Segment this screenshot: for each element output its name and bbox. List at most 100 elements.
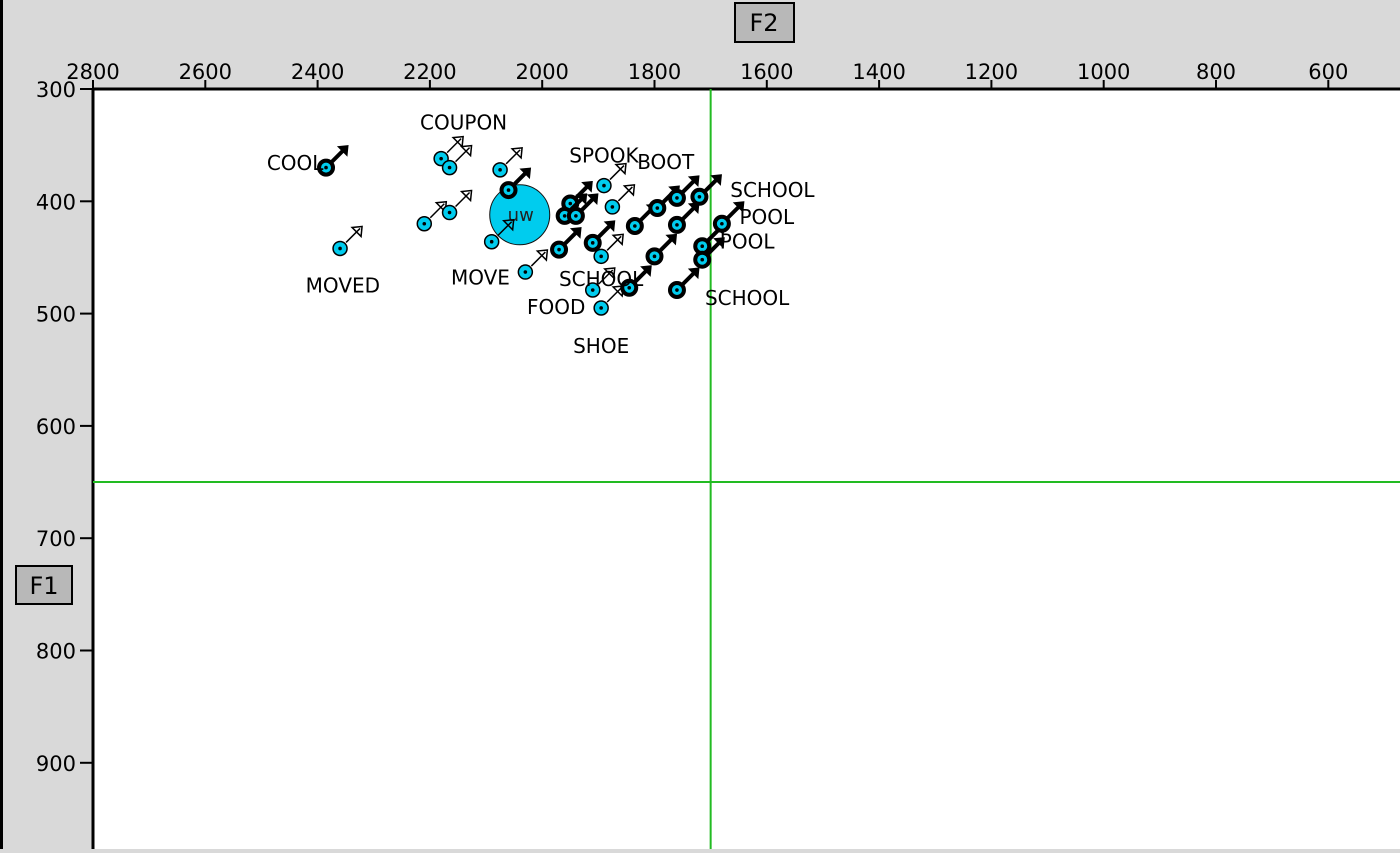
y-tick-label: 600 xyxy=(36,415,76,439)
data-point-group xyxy=(317,135,745,316)
point-vector-line xyxy=(609,165,625,181)
point-vector-line xyxy=(606,287,622,303)
data-point-center xyxy=(422,221,427,226)
y-tick-label: 400 xyxy=(36,190,76,214)
point-vector-arrowhead xyxy=(581,180,593,193)
data-point-center xyxy=(675,223,679,227)
x-tick-label: 2000 xyxy=(515,60,568,84)
x-tick-label: 1400 xyxy=(852,60,905,84)
point-vector-arrowhead xyxy=(713,237,725,249)
data-point-center xyxy=(562,214,567,218)
annotation-label: POOL xyxy=(720,230,776,254)
x-tick-label: 2800 xyxy=(66,60,119,84)
x-axis-title-box xyxy=(734,2,795,43)
data-point-center xyxy=(700,244,705,249)
data-point-center xyxy=(506,188,511,192)
annotation-label: SCHOOL xyxy=(559,267,644,291)
y-tick-group: 300 400 500 600 700 800 900 xyxy=(36,78,93,776)
point-vector-arrowhead xyxy=(535,249,549,262)
point-vector-arrowhead xyxy=(459,189,473,203)
x-tick-label: 2600 xyxy=(179,60,232,84)
data-point-center xyxy=(599,254,603,259)
data-point-center xyxy=(675,196,679,200)
x-tick-group: 2800 2600 2400 2200 2000 1800 1600 1400 1200 1000… xyxy=(66,60,1348,89)
data-point-center xyxy=(652,254,657,259)
y-tick-label: 300 xyxy=(36,78,76,102)
annotation-label: COOL xyxy=(267,151,324,175)
x-tick-label: 1600 xyxy=(740,60,793,84)
data-point-center xyxy=(700,257,705,262)
plot-area xyxy=(93,89,1400,849)
point-vector-arrowhead xyxy=(665,233,678,246)
annotation-label: POOL xyxy=(739,205,795,229)
data-point-center xyxy=(574,214,578,218)
data-point-center xyxy=(610,205,615,209)
point-vector-arrowhead xyxy=(519,167,532,180)
x-axis-title-button[interactable]: F2 xyxy=(734,2,795,43)
point-vector-arrowhead xyxy=(603,220,616,232)
data-point-center xyxy=(568,201,573,206)
point-vector-arrowhead xyxy=(732,201,745,213)
data-point-center xyxy=(324,165,328,170)
point-vector-arrowhead xyxy=(710,174,722,186)
point-vector-arrowhead xyxy=(451,135,464,149)
annotation-label: FOOD xyxy=(527,295,585,319)
point-vector-line xyxy=(606,235,622,251)
data-point-center xyxy=(447,210,452,215)
x-tick-label: 1200 xyxy=(965,60,1018,84)
point-vector-arrowhead xyxy=(687,175,700,188)
data-point-center xyxy=(697,195,702,199)
data-point-center xyxy=(489,239,494,244)
point-vector-line xyxy=(598,269,614,285)
point-vector-arrowhead xyxy=(687,202,700,214)
point-vector-arrowhead xyxy=(575,193,588,205)
crosshair-group xyxy=(93,89,1400,849)
data-point-center xyxy=(675,288,679,292)
point-vector-arrowhead xyxy=(502,218,515,232)
point-vector-line xyxy=(429,203,445,219)
annotation-label: SHOE xyxy=(573,334,629,358)
point-vector-line xyxy=(505,149,521,165)
annotation-label: COUPON xyxy=(420,111,507,135)
point-vector-line xyxy=(530,251,546,267)
data-point-center xyxy=(439,156,443,161)
data-point-center xyxy=(602,183,606,188)
x-axis-title: F2 xyxy=(749,9,778,37)
y-axis-title-box xyxy=(15,565,73,605)
point-vector-arrowhead xyxy=(603,267,616,280)
x-tick-label: 600 xyxy=(1308,60,1348,84)
point-vector-line xyxy=(617,186,633,202)
annotation-label: MOVE xyxy=(451,266,510,290)
y-axis-title-button[interactable]: F1 xyxy=(15,565,73,605)
data-point-center xyxy=(338,246,342,251)
point-vector-arrowhead xyxy=(510,147,523,160)
data-point-center xyxy=(447,165,452,170)
mean-marker-group: uw xyxy=(489,184,551,246)
data-point-center xyxy=(633,224,637,228)
data-point-center xyxy=(590,241,595,245)
data-point-center xyxy=(655,206,660,210)
y-tick-label: 900 xyxy=(36,752,76,776)
data-point-center xyxy=(627,285,632,290)
point-vector-arrowhead xyxy=(687,267,700,280)
point-vector-arrowhead xyxy=(586,193,599,205)
data-point-center xyxy=(590,288,595,292)
point-vector-arrowhead xyxy=(569,227,582,239)
y-axis-title: F1 xyxy=(29,572,58,600)
point-vector-arrowhead xyxy=(350,225,363,239)
annotation-label: SPOOK xyxy=(569,143,639,167)
annotation-label: SCHOOL xyxy=(705,286,790,310)
data-point-center xyxy=(599,306,603,310)
x-tick-label: 2200 xyxy=(403,60,456,84)
point-vector-line xyxy=(497,221,513,237)
point-vector-arrowhead xyxy=(640,265,652,277)
x-tick-label: 800 xyxy=(1196,60,1236,84)
point-vector-arrowhead xyxy=(459,144,473,158)
point-vector-arrowhead xyxy=(614,162,627,176)
data-point-center xyxy=(557,247,561,252)
mean-marker-circle xyxy=(489,184,551,246)
point-vector-arrowhead xyxy=(611,233,624,246)
y-tick-label: 500 xyxy=(36,303,76,327)
